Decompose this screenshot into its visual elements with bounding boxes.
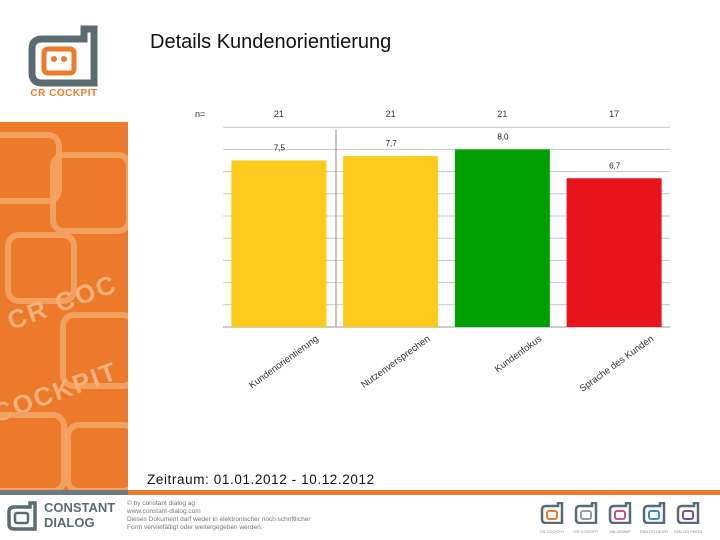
bar — [231, 160, 327, 327]
sidebar-pattern: CR COC COCKPIT — [0, 122, 128, 495]
footer-copyright: © by constant dialog ag www.constant-dia… — [127, 500, 311, 532]
copyright-line: © by constant dialog ag — [127, 500, 196, 507]
bar — [566, 178, 662, 327]
brand-line-2: DIALOG — [44, 515, 95, 530]
bar — [343, 156, 439, 327]
pattern-shape — [60, 312, 128, 389]
logo-text: CR COCKPIT — [30, 88, 98, 99]
product-logo-icon: VALUEMAP — [606, 501, 634, 534]
n-value: 21 — [497, 109, 507, 119]
product-logo-icon: DIALOG FEEDBACK — [674, 501, 702, 534]
product-logo-icon: CR COCKPIT — [538, 501, 566, 534]
product-logo-icon: CR COCKPIT — [572, 501, 600, 534]
copyright-line: Dieses Dokument darf weder in elektronis… — [127, 516, 311, 523]
n-value: 21 — [386, 109, 396, 119]
cr-cockpit-logo-icon — [28, 25, 98, 87]
product-logo-icon: DIALOG DEVELOPMENT — [640, 501, 668, 534]
category-label: Kundenfokus — [493, 333, 545, 375]
footer-divider — [0, 490, 720, 495]
brand-line-1: CONSTANT — [44, 500, 116, 515]
data-label: 6,7 — [609, 161, 621, 170]
constant-dialog-logo-icon — [7, 501, 37, 531]
data-label: 8,0 — [497, 132, 509, 141]
sidebar-logo-area: CR COCKPIT — [0, 0, 128, 122]
n-label: n= — [195, 109, 205, 119]
page-title: Details Kundenorientierung — [150, 31, 392, 53]
sidebar: CR COCKPIT CR COC COCKPIT — [0, 0, 128, 495]
pattern-shape — [5, 232, 77, 304]
data-label: 7,7 — [386, 139, 398, 148]
footer-divider-accent — [0, 490, 128, 495]
n-value: 21 — [274, 109, 284, 119]
period-label: Zeitraum: 01.01.2012 - 10.12.2012 — [147, 472, 375, 487]
category-label: Nutzenversprechen — [359, 334, 432, 391]
n-value: 17 — [609, 109, 619, 119]
pattern-shape — [50, 152, 128, 234]
footer-brand: CONSTANT DIALOG — [44, 500, 115, 530]
pattern-shape — [0, 132, 62, 204]
copyright-line[interactable]: www.constant-dialog.com — [127, 508, 201, 515]
data-label: 7,5 — [274, 144, 286, 153]
copyright-line: Form vervielfältigt oder weitergegeben w… — [127, 524, 263, 531]
category-label: Kundenorientierung — [247, 334, 321, 392]
bar — [454, 149, 550, 327]
footer — [0, 495, 720, 540]
category-label: Sprache des Kunden — [578, 334, 656, 395]
